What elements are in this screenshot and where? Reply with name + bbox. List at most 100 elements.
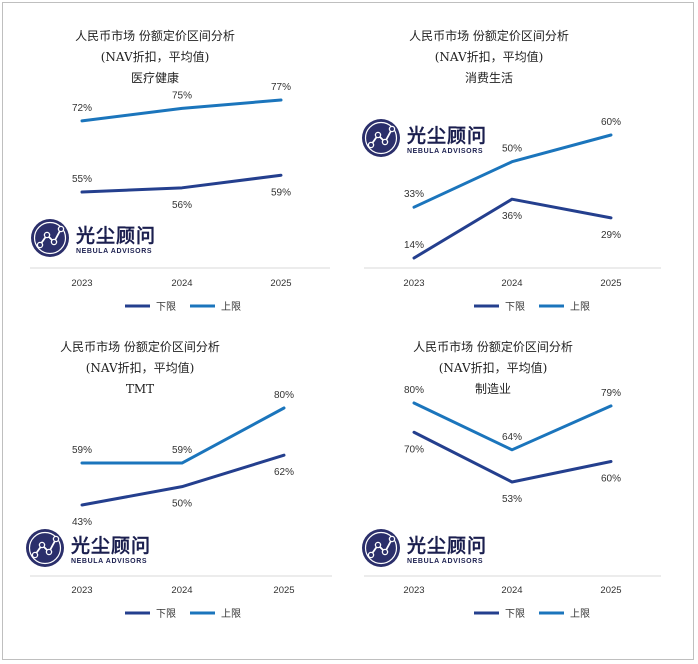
series-line-upper — [80, 406, 286, 465]
data-label: 50% — [502, 144, 522, 155]
line-chart: 人民币市场 份额定价区间分析 (NAV折扣，平均值) 消费生活光尘顾问NEBULA … — [362, 28, 661, 313]
data-label: 60% — [601, 117, 621, 128]
data-label: 80% — [404, 385, 424, 396]
logo-text-cn: 光尘顾问 — [70, 534, 151, 557]
legend-label-lower: 下限 — [505, 608, 525, 620]
logo-mark-path — [39, 228, 62, 246]
chart-sector-title: 消费生活 — [465, 71, 513, 85]
series-line-upper — [412, 133, 613, 209]
logo-text-en: NEBULA ADVISORS — [407, 148, 483, 155]
data-label: 62% — [274, 467, 294, 478]
logo-mark-path — [370, 128, 393, 146]
data-label: 55% — [72, 174, 92, 185]
logo-text-en: NEBULA ADVISORS — [407, 558, 483, 565]
logo-mark-ring — [33, 221, 67, 255]
data-label: 77% — [271, 82, 291, 93]
series-line-lower — [412, 197, 613, 260]
x-tick-label: 2025 — [600, 278, 621, 289]
chart-panel: 人民币市场 份额定价区间分析 (NAV折扣，平均值) 消费生活 光尘顾问 NEBULA … — [349, 0, 698, 330]
x-tick-label: 2024 — [501, 278, 522, 289]
logo-mark-node — [388, 125, 396, 133]
series-line-lower — [80, 453, 286, 507]
data-label: 14% — [404, 240, 424, 251]
x-tick-label: 2023 — [403, 585, 424, 596]
logo-mark-node — [374, 541, 382, 549]
logo-mark-node — [38, 541, 46, 549]
x-tick-label: 2025 — [273, 585, 294, 596]
data-label: 79% — [601, 388, 621, 399]
logo-mark-ring — [364, 531, 398, 565]
logo-mark-node — [367, 551, 375, 559]
logo-mark-ring — [364, 121, 398, 155]
data-label: 29% — [601, 230, 621, 241]
data-label: 43% — [72, 517, 92, 528]
legend-label-lower: 下限 — [156, 608, 176, 620]
data-label: 59% — [271, 187, 291, 198]
x-tick-label: 2023 — [71, 278, 92, 289]
data-label: 75% — [172, 90, 192, 101]
chart-title: 人民币市场 份额定价区间分析 — [60, 339, 220, 354]
legend-label-upper: 上限 — [570, 301, 590, 313]
logo-mark-ring — [28, 531, 62, 565]
logo-mark-node — [31, 551, 39, 559]
data-label: 59% — [72, 445, 92, 456]
x-tick-label: 2025 — [600, 585, 621, 596]
data-label: 53% — [502, 494, 522, 505]
logo-mark-node — [45, 548, 53, 556]
legend-label-upper: 上限 — [221, 301, 241, 313]
logo-text-cn: 光尘顾问 — [406, 124, 487, 147]
legend-label-lower: 下限 — [156, 301, 176, 313]
logo-mark-node — [374, 131, 382, 139]
logo-mark-node — [43, 231, 51, 239]
data-label: 72% — [72, 103, 92, 114]
data-label: 59% — [172, 445, 192, 456]
series-line-lower — [80, 173, 283, 194]
chart-sector-title: TMT — [126, 382, 154, 396]
chart-subtitle: (NAV折扣，平均值) — [86, 360, 195, 375]
chart-subtitle: (NAV折扣，平均值) — [439, 360, 548, 375]
x-tick-label: 2025 — [270, 278, 291, 289]
logo-mark-node — [381, 548, 389, 556]
data-label: 50% — [172, 499, 192, 510]
legend-label-lower: 下限 — [505, 301, 525, 313]
chart-sector-title: 制造业 — [475, 382, 511, 396]
data-label: 33% — [404, 189, 424, 200]
chart-panel: 人民币市场 份额定价区间分析 (NAV折扣，平均值) 医疗健康 光尘顾问 NEBULA … — [0, 0, 349, 330]
logo-mark-path — [370, 538, 393, 556]
logo-mark-node — [50, 238, 58, 246]
logo-text-cn: 光尘顾问 — [406, 534, 487, 557]
data-label: 64% — [502, 432, 522, 443]
x-tick-label: 2024 — [171, 585, 192, 596]
x-tick-label: 2023 — [71, 585, 92, 596]
logo-text-en: NEBULA ADVISORS — [71, 558, 147, 565]
logo-mark-node — [57, 225, 65, 233]
chart-panel: 人民币市场 份额定价区间分析 (NAV折扣，平均值) TMT 光尘顾问 NEBULA A… — [0, 330, 349, 660]
line-chart: 人民币市场 份额定价区间分析 (NAV折扣，平均值) 医疗健康光尘顾问NEBULA … — [30, 28, 330, 313]
logo-mark-node — [388, 535, 396, 543]
x-tick-label: 2023 — [403, 278, 424, 289]
x-tick-label: 2024 — [171, 278, 192, 289]
logo-mark-node — [52, 535, 60, 543]
chart-title: 人民币市场 份额定价区间分析 — [409, 28, 569, 43]
data-label: 80% — [274, 390, 294, 401]
series-line-upper — [412, 401, 613, 452]
logo-text-cn: 光尘顾问 — [75, 224, 156, 247]
chart-title: 人民币市场 份额定价区间分析 — [413, 339, 573, 354]
logo-mark-node — [367, 141, 375, 149]
data-label: 70% — [404, 444, 424, 455]
chart-panel: 人民币市场 份额定价区间分析 (NAV折扣，平均值) 制造业光尘顾问 NEBULA A… — [349, 330, 698, 660]
x-tick-label: 2024 — [501, 585, 522, 596]
series-line-lower — [412, 430, 613, 484]
logo-mark-node — [36, 241, 44, 249]
logo-text-en: NEBULA ADVISORS — [76, 248, 152, 255]
logo-mark-node — [381, 138, 389, 146]
chart-sector-title: 医疗健康 — [131, 70, 179, 85]
legend-label-upper: 上限 — [570, 608, 590, 620]
